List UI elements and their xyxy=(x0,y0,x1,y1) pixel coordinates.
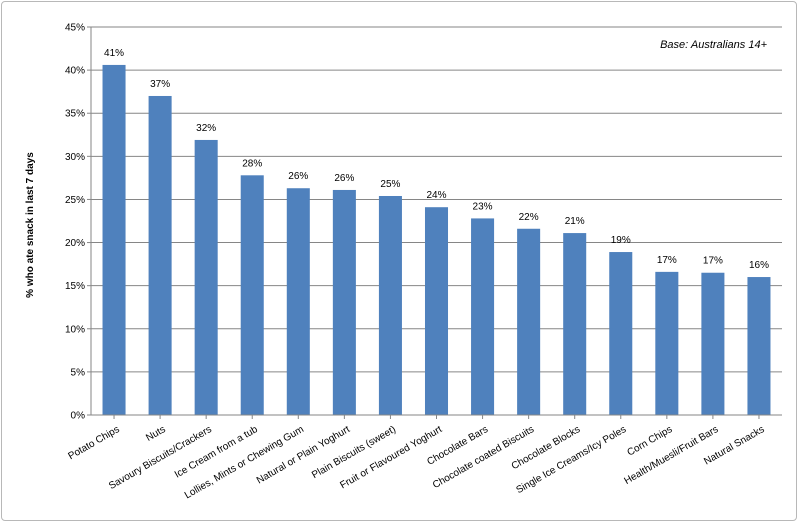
y-tick-label: 35% xyxy=(65,109,85,120)
category-label: Potato Chips xyxy=(66,424,121,462)
bar xyxy=(655,271,679,415)
bar xyxy=(701,272,725,415)
y-tick-label: 20% xyxy=(65,238,85,249)
bar xyxy=(240,175,264,415)
y-tick-label: 25% xyxy=(65,195,85,206)
data-label: 22% xyxy=(519,212,539,223)
y-tick-label: 40% xyxy=(65,66,85,77)
bar xyxy=(563,233,587,415)
bar xyxy=(286,188,310,415)
bar xyxy=(609,252,633,415)
bar xyxy=(517,228,541,415)
y-tick-label: 0% xyxy=(71,411,86,422)
data-label: 21% xyxy=(565,216,585,227)
base-annotation: Base: Australians 14+ xyxy=(660,39,767,51)
data-label: 25% xyxy=(380,179,400,190)
data-label: 24% xyxy=(426,190,446,201)
data-label: 23% xyxy=(473,201,493,212)
data-label: 37% xyxy=(150,79,170,90)
bar xyxy=(747,277,771,415)
y-tick-label: 10% xyxy=(65,324,85,335)
y-axis-ticks: 0% 5% 10% 15% 20% 25% 30% 35% 40% 45% xyxy=(65,23,91,422)
data-label: 26% xyxy=(288,171,308,182)
data-labels: 41% 37% 32% 28% 26% 26% 25% 24% 23% 22% 21% 19% 17% 1… xyxy=(104,48,769,271)
bar xyxy=(148,95,172,415)
bar xyxy=(194,139,218,415)
bar xyxy=(424,207,449,415)
data-label: 32% xyxy=(196,123,216,134)
bars xyxy=(102,64,771,415)
data-label: 16% xyxy=(749,260,769,271)
data-label: 17% xyxy=(703,256,723,267)
data-label: 41% xyxy=(104,48,124,59)
y-tick-label: 45% xyxy=(65,23,85,34)
bar xyxy=(471,218,495,415)
y-tick-label: 15% xyxy=(65,281,85,292)
bar xyxy=(332,189,356,415)
bar xyxy=(378,195,402,415)
data-label: 26% xyxy=(334,173,354,184)
y-tick-label: 30% xyxy=(65,152,85,163)
bar xyxy=(102,64,126,415)
data-label: 17% xyxy=(657,255,677,266)
y-axis-label: % who ate snack in last 7 days xyxy=(25,152,36,298)
data-label: 19% xyxy=(611,235,631,246)
category-label: Nuts xyxy=(144,424,167,444)
y-tick-label: 5% xyxy=(71,367,86,378)
data-label: 28% xyxy=(242,158,262,169)
